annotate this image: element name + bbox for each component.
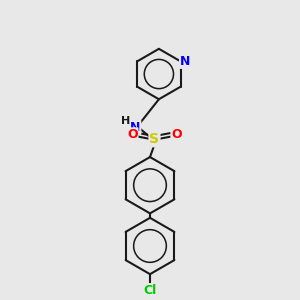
Text: N: N [130,121,140,134]
Text: S: S [149,132,159,146]
Text: Cl: Cl [143,284,157,297]
Text: O: O [171,128,182,141]
Text: N: N [180,55,190,68]
Text: H: H [121,116,130,126]
Text: O: O [127,128,137,141]
